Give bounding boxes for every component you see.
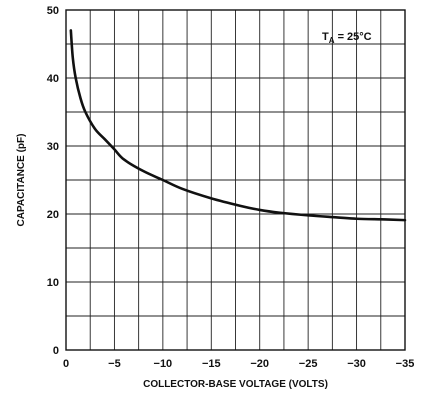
- x-axis-label: COLLECTOR-BASE VOLTAGE (VOLTS): [143, 379, 328, 390]
- y-tick-label: 10: [47, 277, 59, 289]
- x-tick-label: −15: [202, 358, 221, 370]
- y-axis-label: CAPACITANCE (pF): [16, 134, 27, 227]
- temperature-annotation: TA = 25°C: [322, 31, 372, 45]
- capacitance-curve: [69, 29, 407, 222]
- series-layer: [69, 29, 407, 222]
- y-tick-label: 40: [47, 73, 59, 85]
- plot-frame: [65, 9, 406, 351]
- y-tick-label: 50: [47, 5, 59, 17]
- x-tick-label: −30: [347, 358, 366, 370]
- x-tick-label: −25: [299, 358, 318, 370]
- x-tick-labels: 0 −5 −10 −15 −20 −25 −30 −35: [63, 358, 414, 370]
- y-tick-label: 30: [47, 141, 59, 153]
- x-tick-label: −5: [108, 358, 121, 370]
- annotation-subscript: A: [329, 36, 335, 45]
- y-tick-label: 20: [47, 209, 59, 221]
- annotation-symbol: T: [322, 31, 329, 43]
- y-tick-label: 0: [53, 345, 59, 357]
- annotation-value: = 25°C: [335, 31, 372, 43]
- x-tick-label: 0: [63, 358, 69, 370]
- grid-lines: [65, 9, 406, 351]
- x-tick-label: −10: [154, 358, 173, 370]
- y-tick-labels: 0 10 20 30 40 50: [47, 5, 59, 357]
- x-tick-label: −35: [396, 358, 415, 370]
- x-tick-label: −20: [250, 358, 269, 370]
